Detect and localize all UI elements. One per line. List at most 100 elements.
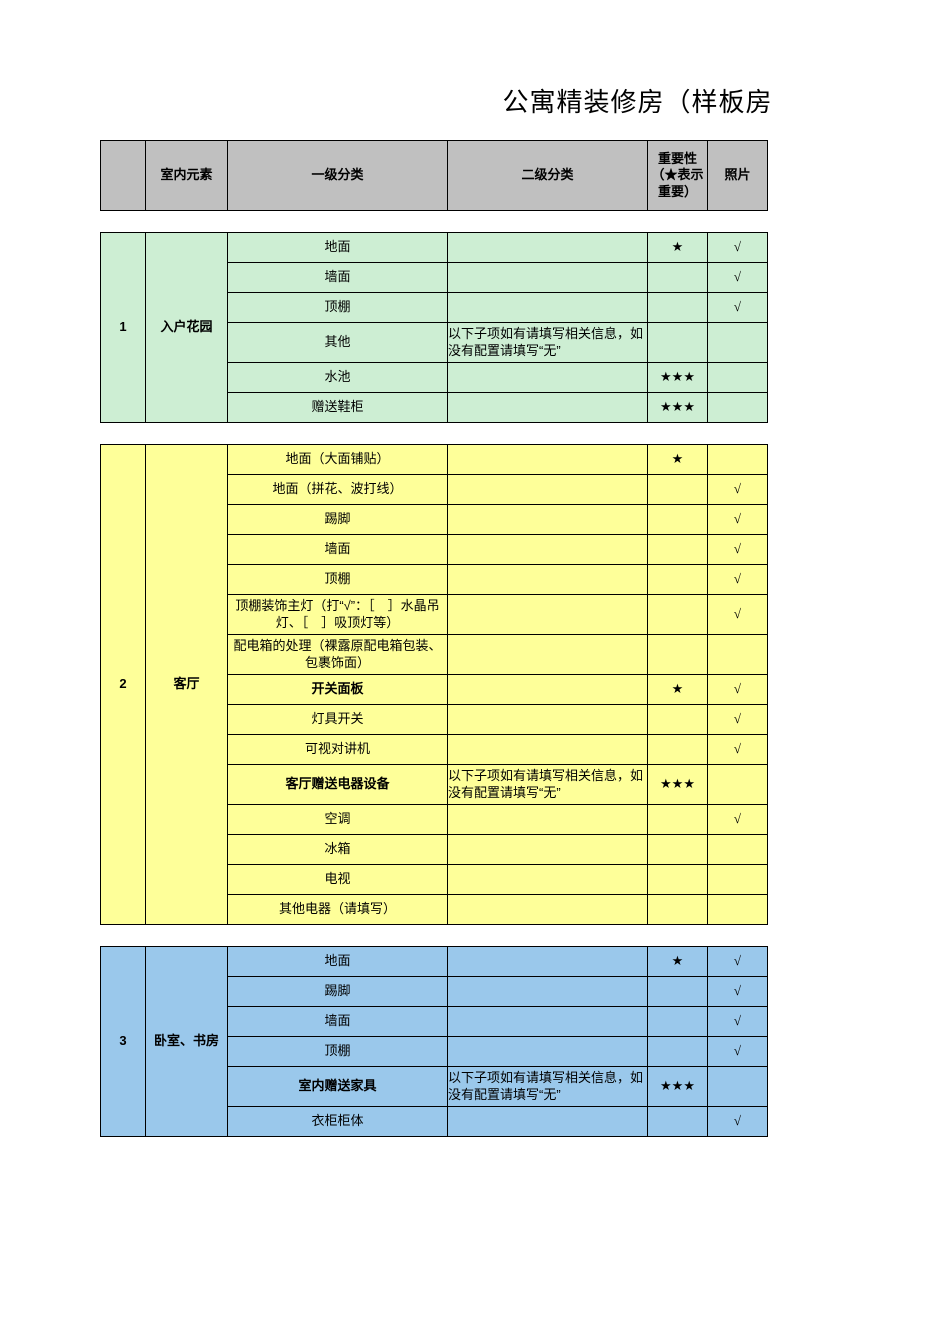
cell-importance: ★★★ — [648, 393, 708, 423]
cell-classification-1: 赠送鞋柜 — [228, 393, 448, 423]
cell-photo — [708, 635, 768, 675]
cell-classification-2 — [448, 263, 648, 293]
cell-classification-2 — [448, 835, 648, 865]
cell-classification-1: 踢脚 — [228, 505, 448, 535]
cell-photo: √ — [708, 705, 768, 735]
cell-photo: √ — [708, 1007, 768, 1037]
page-title: 公寓精装修房（样板房 — [0, 82, 945, 119]
cell-classification-2 — [448, 505, 648, 535]
cell-importance: ★★★ — [648, 765, 708, 805]
cell-classification-1: 地面（拼花、波打线） — [228, 475, 448, 505]
cell-importance — [648, 263, 708, 293]
cell-classification-1: 衣柜柜体 — [228, 1107, 448, 1137]
hdr-elem: 室内元素 — [146, 141, 228, 211]
cell-photo — [708, 393, 768, 423]
cell-classification-1: 顶棚 — [228, 565, 448, 595]
cell-photo: √ — [708, 565, 768, 595]
cell-classification-1: 开关面板 — [228, 675, 448, 705]
section-index: 3 — [101, 947, 146, 1137]
cell-importance — [648, 977, 708, 1007]
cell-photo — [708, 765, 768, 805]
cell-classification-1: 冰箱 — [228, 835, 448, 865]
cell-classification-2 — [448, 1007, 648, 1037]
cell-classification-2 — [448, 705, 648, 735]
cell-classification-1: 地面 — [228, 233, 448, 263]
cell-classification-2: 以下子项如有请填写相关信息，如没有配置请填写“无” — [448, 323, 648, 363]
cell-importance: ★★★ — [648, 363, 708, 393]
cell-importance — [648, 505, 708, 535]
cell-classification-1: 电视 — [228, 865, 448, 895]
hdr-photo: 照片 — [708, 141, 768, 211]
cell-photo: √ — [708, 293, 768, 323]
cell-classification-2 — [448, 233, 648, 263]
hdr-cls2: 二级分类 — [448, 141, 648, 211]
cell-photo: √ — [708, 263, 768, 293]
cell-classification-1: 地面 — [228, 947, 448, 977]
cell-importance — [648, 323, 708, 363]
cell-photo: √ — [708, 977, 768, 1007]
cell-classification-1: 顶棚 — [228, 1037, 448, 1067]
cell-classification-2 — [448, 1037, 648, 1067]
cell-classification-1: 空调 — [228, 805, 448, 835]
cell-classification-2 — [448, 393, 648, 423]
cell-classification-1: 墙面 — [228, 1007, 448, 1037]
cell-classification-1: 墙面 — [228, 263, 448, 293]
cell-importance — [648, 705, 708, 735]
cell-importance: ★ — [648, 445, 708, 475]
cell-classification-1: 墙面 — [228, 535, 448, 565]
cell-importance — [648, 805, 708, 835]
cell-classification-1: 室内赠送家具 — [228, 1067, 448, 1107]
cell-photo: √ — [708, 1037, 768, 1067]
cell-photo — [708, 865, 768, 895]
cell-importance — [648, 293, 708, 323]
cell-importance — [648, 735, 708, 765]
cell-classification-1: 顶棚 — [228, 293, 448, 323]
spec-table: 室内元素一级分类二级分类重要性（★表示重要）照片1入户花园地面★√墙面√顶棚√其… — [100, 140, 768, 1137]
cell-classification-1: 客厅赠送电器设备 — [228, 765, 448, 805]
cell-classification-2: 以下子项如有请填写相关信息，如没有配置请填写“无” — [448, 765, 648, 805]
section-name: 卧室、书房 — [146, 947, 228, 1137]
cell-importance — [648, 475, 708, 505]
hdr-cls1: 一级分类 — [228, 141, 448, 211]
cell-photo: √ — [708, 475, 768, 505]
cell-classification-1: 其他电器（请填写） — [228, 895, 448, 925]
cell-classification-1: 顶棚装饰主灯（打“√”：［ ］水晶吊灯、［ ］吸顶灯等） — [228, 595, 448, 635]
cell-importance — [648, 865, 708, 895]
cell-classification-2 — [448, 635, 648, 675]
table-row: 2客厅地面（大面铺贴）★ — [101, 445, 768, 475]
cell-classification-2 — [448, 865, 648, 895]
cell-photo: √ — [708, 1107, 768, 1137]
hdr-idx — [101, 141, 146, 211]
cell-importance — [648, 835, 708, 865]
cell-photo: √ — [708, 947, 768, 977]
cell-importance — [648, 595, 708, 635]
cell-classification-1: 灯具开关 — [228, 705, 448, 735]
cell-importance: ★ — [648, 233, 708, 263]
cell-classification-2 — [448, 805, 648, 835]
cell-classification-2 — [448, 595, 648, 635]
section-index: 1 — [101, 233, 146, 423]
cell-classification-1: 地面（大面铺贴） — [228, 445, 448, 475]
section-gap — [101, 925, 768, 947]
cell-photo: √ — [708, 735, 768, 765]
section-name: 入户花园 — [146, 233, 228, 423]
cell-classification-2 — [448, 445, 648, 475]
cell-classification-1: 可视对讲机 — [228, 735, 448, 765]
cell-importance — [648, 1037, 708, 1067]
cell-importance — [648, 1107, 708, 1137]
cell-classification-2 — [448, 895, 648, 925]
cell-classification-2 — [448, 475, 648, 505]
cell-importance — [648, 535, 708, 565]
cell-classification-2 — [448, 293, 648, 323]
cell-classification-2 — [448, 535, 648, 565]
cell-classification-2 — [448, 977, 648, 1007]
cell-photo: √ — [708, 535, 768, 565]
cell-photo — [708, 895, 768, 925]
gap-cell — [101, 211, 768, 233]
cell-importance — [648, 1007, 708, 1037]
cell-importance: ★ — [648, 675, 708, 705]
cell-importance — [648, 895, 708, 925]
cell-classification-1: 配电箱的处理（裸露原配电箱包装、包裹饰面） — [228, 635, 448, 675]
section-index: 2 — [101, 445, 146, 925]
cell-importance — [648, 565, 708, 595]
